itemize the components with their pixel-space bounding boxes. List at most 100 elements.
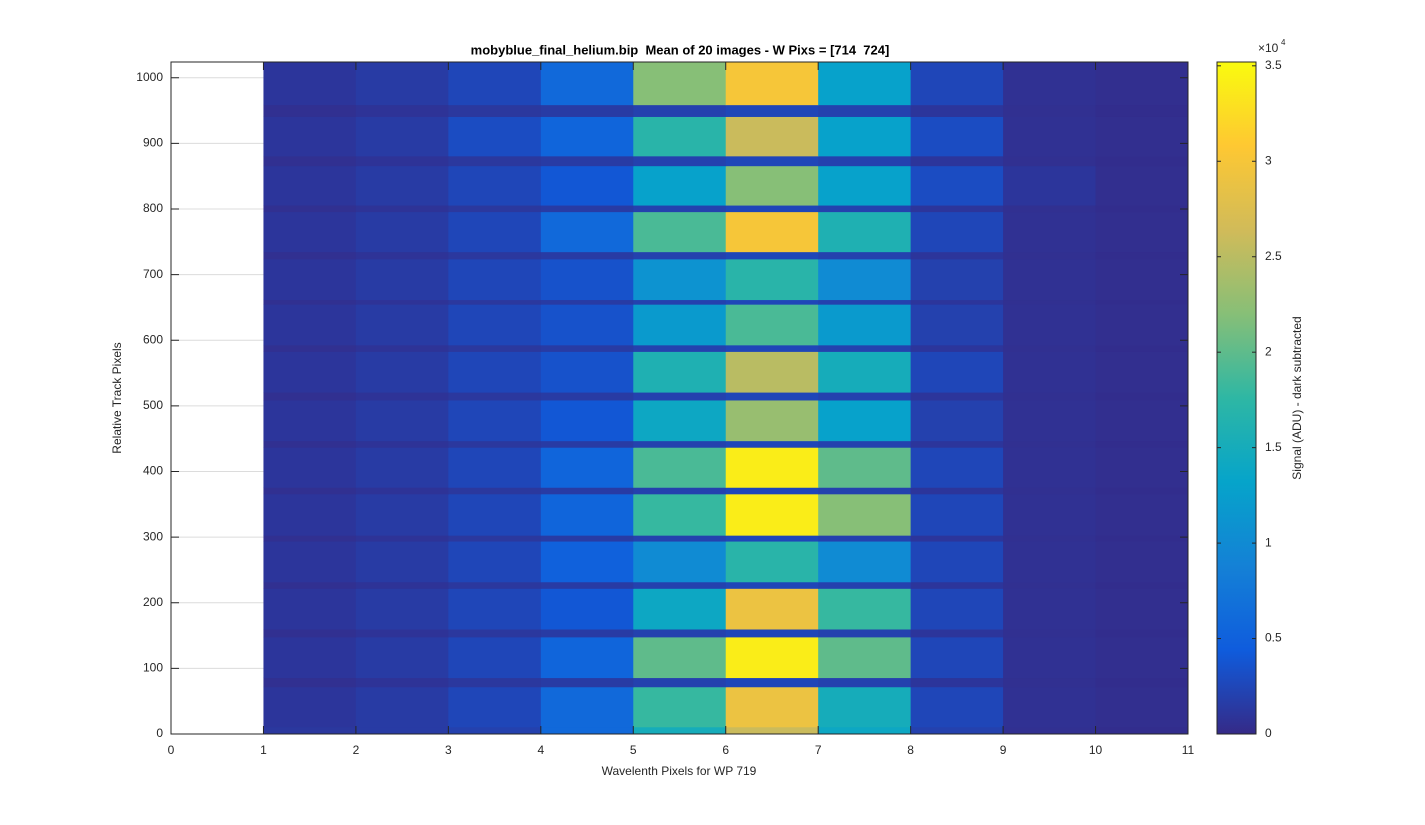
heatmap-cell <box>725 588 819 630</box>
x-tick-label: 10 <box>1089 743 1103 757</box>
heatmap-cell <box>448 440 542 448</box>
heatmap-cell <box>1003 251 1097 260</box>
heatmap-cell <box>725 399 819 442</box>
heatmap-cell <box>355 304 449 346</box>
heatmap-cell <box>725 487 819 495</box>
heatmap-cell <box>540 440 634 448</box>
heatmap-cell <box>448 629 542 638</box>
heatmap-cell <box>633 344 727 352</box>
heatmap-cell <box>633 251 727 260</box>
heatmap-cell <box>910 116 1004 157</box>
heatmap-cell <box>263 629 357 638</box>
heatmap-cell <box>263 447 357 488</box>
heatmap-cell <box>1003 629 1097 638</box>
heatmap-cell <box>355 104 449 117</box>
heatmap-cell <box>818 726 912 735</box>
heatmap-cell <box>540 629 634 638</box>
y-tick-label: 600 <box>143 332 163 346</box>
heatmap-cell <box>355 399 449 442</box>
heatmap-cell <box>910 344 1004 352</box>
heatmap-cell <box>540 211 634 253</box>
heatmap-cell <box>355 487 449 495</box>
heatmap-cell <box>1095 116 1189 157</box>
heatmap-cell <box>725 258 819 301</box>
heatmap-cell <box>633 299 727 305</box>
x-tick-label: 4 <box>537 743 544 757</box>
heatmap-cell <box>818 447 912 488</box>
heatmap-cell <box>1003 636 1097 679</box>
y-tick-label: 1000 <box>136 70 163 84</box>
heatmap-cell <box>818 104 912 117</box>
heatmap-cell <box>1095 636 1189 679</box>
heatmap-cell <box>910 535 1004 542</box>
x-tick-label: 9 <box>1000 743 1007 757</box>
x-tick-label: 1 <box>260 743 267 757</box>
heatmap-cell <box>1003 581 1097 589</box>
heatmap-cell <box>633 686 727 728</box>
y-tick-label: 100 <box>143 661 163 675</box>
heatmap-cell <box>1003 155 1097 167</box>
heatmap-cell <box>818 399 912 442</box>
heatmap-cell <box>633 104 727 117</box>
heatmap-cell <box>355 588 449 630</box>
heatmap-cell <box>540 487 634 495</box>
heatmap-cell <box>355 344 449 352</box>
heatmap-cell <box>448 116 542 157</box>
heatmap-cell <box>818 535 912 542</box>
heatmap-cell <box>540 165 634 206</box>
y-tick-label: 700 <box>143 267 163 281</box>
heatmap-cell <box>818 211 912 253</box>
heatmap-cell <box>725 304 819 346</box>
heatmap-cell <box>633 399 727 442</box>
heatmap-cell <box>818 116 912 157</box>
x-axis-label: Wavelenth Pixels for WP 719 <box>602 764 757 778</box>
heatmap-cell <box>1095 440 1189 448</box>
heatmap-cell <box>725 344 819 352</box>
heatmap-cell <box>263 399 357 442</box>
heatmap-cell <box>263 104 357 117</box>
heatmap-cell <box>1003 493 1097 536</box>
heatmap-cell <box>910 155 1004 167</box>
heatmap-cell <box>633 155 727 167</box>
y-tick-label: 800 <box>143 201 163 215</box>
heatmap-cell <box>540 588 634 630</box>
heatmap-cell <box>910 165 1004 206</box>
heatmap-cell <box>1003 487 1097 495</box>
heatmap-cell <box>725 726 819 735</box>
colorbar-label: Signal (ADU) - dark subtracted <box>1290 316 1304 479</box>
x-tick-label: 6 <box>722 743 729 757</box>
x-tick-label: 7 <box>815 743 822 757</box>
heatmap-cell <box>448 155 542 167</box>
heatmap-cell <box>818 258 912 301</box>
heatmap-cell <box>818 541 912 583</box>
heatmap-cell <box>1003 344 1097 352</box>
heatmap-cell <box>448 581 542 589</box>
x-tick-label: 11 <box>1182 743 1195 757</box>
heatmap-cell <box>448 447 542 488</box>
heatmap-cell <box>725 351 819 393</box>
heatmap-cell <box>540 677 634 688</box>
heatmap-cell <box>725 686 819 728</box>
heatmap-cell <box>1095 399 1189 442</box>
heatmap-cell <box>1095 304 1189 346</box>
heatmap-cell <box>1003 535 1097 542</box>
heatmap-cell <box>633 165 727 206</box>
heatmap-cell <box>263 299 357 305</box>
heatmap-cell <box>633 541 727 583</box>
heatmap-cell <box>633 447 727 488</box>
heatmap-cell <box>540 258 634 301</box>
heatmap-cell <box>263 636 357 679</box>
heatmap-cell <box>1003 541 1097 583</box>
heatmap-cell <box>540 636 634 679</box>
heatmap-cell <box>910 258 1004 301</box>
heatmap-cell <box>263 304 357 346</box>
heatmap-cell <box>633 258 727 301</box>
heatmap-cell <box>1003 104 1097 117</box>
heatmap-cell <box>633 440 727 448</box>
heatmap-cell <box>633 629 727 638</box>
heatmap-cell <box>540 251 634 260</box>
heatmap-cell <box>725 636 819 679</box>
heatmap-cell <box>910 392 1004 401</box>
heatmap-cell <box>263 541 357 583</box>
heatmap-cell <box>448 258 542 301</box>
